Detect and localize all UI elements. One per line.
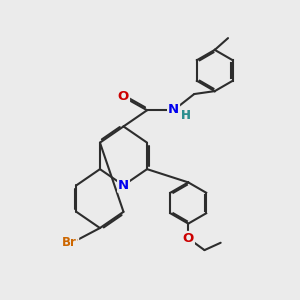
Text: Br: Br	[63, 236, 78, 249]
Text: N: N	[118, 179, 129, 192]
Text: N: N	[168, 103, 179, 116]
Text: Br: Br	[61, 236, 76, 249]
Text: H: H	[181, 109, 191, 122]
Text: O: O	[118, 91, 129, 103]
Text: O: O	[183, 232, 194, 245]
Text: H: H	[181, 109, 191, 122]
Text: N: N	[168, 102, 179, 115]
Text: O: O	[118, 91, 129, 103]
Text: O: O	[183, 232, 194, 245]
